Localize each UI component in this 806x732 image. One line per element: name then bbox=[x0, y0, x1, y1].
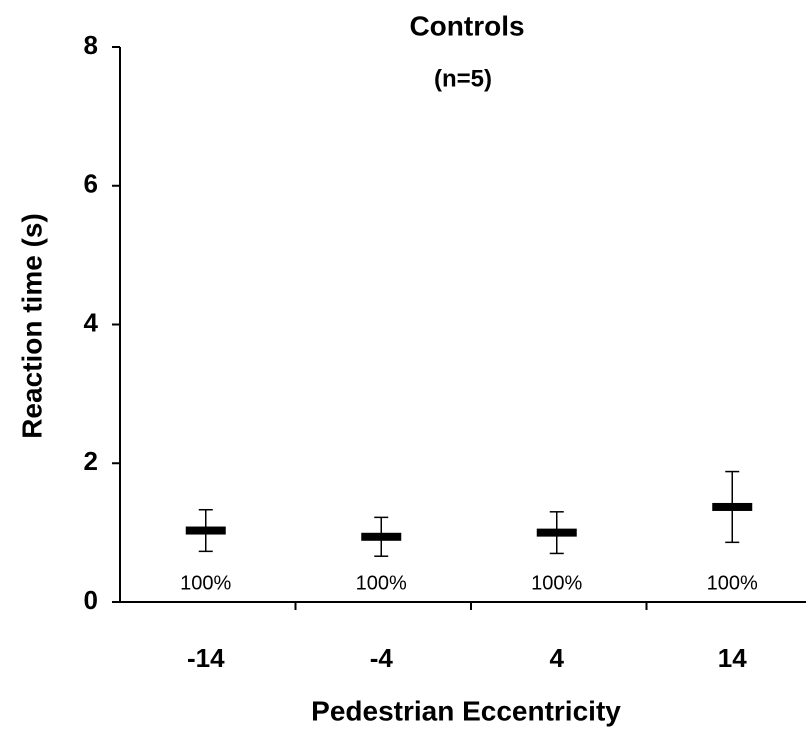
y-tick-label: 8 bbox=[84, 30, 98, 60]
chart-subtitle: (n=5) bbox=[434, 65, 492, 92]
annotation: 100% bbox=[531, 572, 582, 594]
y-tick-label: 6 bbox=[84, 169, 98, 199]
x-axis-label: Pedestrian Eccentricity bbox=[311, 695, 621, 726]
x-tick-label: 4 bbox=[550, 643, 565, 673]
mean-marker bbox=[361, 532, 402, 541]
annotation: 100% bbox=[180, 572, 231, 594]
mean-marker bbox=[185, 526, 226, 535]
mean-marker bbox=[712, 502, 753, 511]
annotation: 100% bbox=[707, 572, 758, 594]
y-axis-label: Reaction time (s) bbox=[16, 213, 47, 439]
y-tick-label: 0 bbox=[84, 585, 98, 615]
y-tick-label: 4 bbox=[84, 307, 99, 337]
annotation: 100% bbox=[356, 572, 407, 594]
x-tick-label: -4 bbox=[370, 643, 394, 673]
chart-title: Controls bbox=[409, 10, 524, 41]
x-tick-label: -14 bbox=[187, 643, 225, 673]
x-tick-label: 14 bbox=[718, 643, 747, 673]
mean-marker bbox=[536, 528, 577, 537]
y-tick-label: 2 bbox=[84, 446, 98, 476]
